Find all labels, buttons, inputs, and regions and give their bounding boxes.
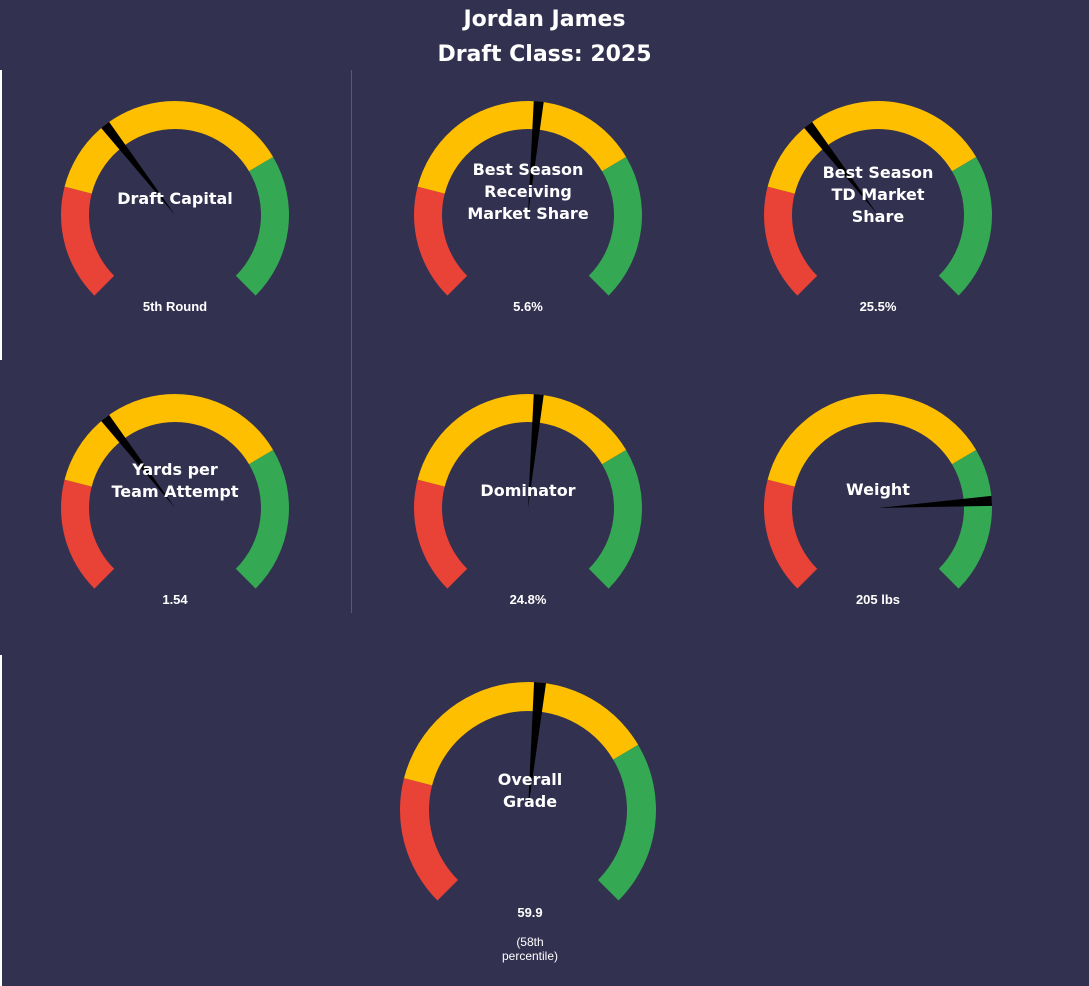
gauge-label: Best Season Receiving Market Share: [467, 160, 589, 223]
gauge-draft-capital: Draft Capital 5th Round: [55, 95, 295, 325]
gauge-band-low: [61, 186, 115, 296]
gauge-percentile: (58th percentile): [501, 935, 559, 963]
gauge-dial: [414, 394, 642, 589]
gauge-value: 1.54: [162, 592, 188, 607]
gauge-needle: [528, 101, 544, 215]
edge-strip: [0, 655, 2, 986]
gauge-value: 24.8%: [509, 592, 547, 607]
gauge-band-low: [414, 479, 468, 589]
gauge-value: 5th Round: [142, 299, 208, 314]
gauge-needle: [528, 682, 547, 810]
gauge-label: Overall Grade: [497, 770, 563, 811]
draft-class-subtitle: Draft Class: 2025: [437, 42, 652, 67]
gauge-band-high: [235, 449, 289, 589]
gauge-dial: [764, 100, 992, 296]
gauge-needle: [804, 121, 878, 215]
gauge-band-high: [938, 156, 992, 296]
gauge-dominator: Dominator 24.8%: [408, 388, 648, 618]
player-name-title: Jordan James: [463, 7, 626, 32]
gauge-band-low: [764, 186, 818, 296]
gauge-overall-grade: Overall Grade 59.9 (58th percentile): [400, 682, 660, 972]
gauge-value: 5.6%: [513, 299, 543, 314]
gauge-needle: [101, 121, 175, 215]
gauge-band-low: [414, 186, 468, 296]
gauge-band-high: [938, 449, 992, 589]
gauge-band-high: [598, 744, 656, 901]
gauge-band-mid: [64, 394, 274, 487]
gauge-value: 25.5%: [859, 299, 897, 314]
gauge-needle: [528, 394, 544, 508]
gauge-band-high: [235, 156, 289, 296]
gauge-band-low: [400, 778, 458, 901]
gauge-band-mid: [767, 100, 977, 194]
gauge-band-mid: [404, 682, 639, 786]
gauge-receiving-market-share: Best Season Receiving Market Share 5.6%: [408, 95, 648, 325]
gauge-dial: [414, 100, 642, 296]
gauge-label: Yards per Team Attempt: [111, 460, 239, 501]
gauge-band-mid: [767, 394, 977, 487]
gauge-dial: [61, 100, 289, 296]
gauge-yards-per-team-attempt: Yards per Team Attempt 1.54: [55, 388, 295, 618]
gauge-td-market-share: Best Season TD Market Share 25.5%: [758, 95, 998, 325]
gauge-value: 59.9: [517, 905, 543, 920]
gauge-band-mid: [417, 394, 627, 487]
gauge-value: 205 lbs: [855, 592, 901, 607]
gauge-band-low: [61, 479, 115, 589]
gauge-label: Draft Capital: [117, 189, 233, 208]
gauge-band-low: [764, 479, 818, 589]
panel-divider: [351, 70, 352, 613]
gauge-band-mid: [64, 100, 274, 194]
gauge-label: Dominator: [480, 481, 576, 500]
gauge-needle: [101, 414, 175, 508]
edge-strip: [0, 70, 2, 360]
gauge-dial: [400, 682, 656, 901]
gauge-needle: [878, 495, 993, 508]
gauge-dial: [61, 394, 289, 589]
gauge-band-high: [588, 156, 642, 296]
gauge-weight: Weight 205 lbs: [758, 388, 998, 618]
gauge-band-mid: [417, 100, 627, 194]
gauge-dial: [764, 394, 993, 589]
gauge-label: Best Season TD Market Share: [822, 163, 934, 226]
gauge-band-high: [588, 449, 642, 589]
gauge-label: Weight: [846, 480, 910, 499]
